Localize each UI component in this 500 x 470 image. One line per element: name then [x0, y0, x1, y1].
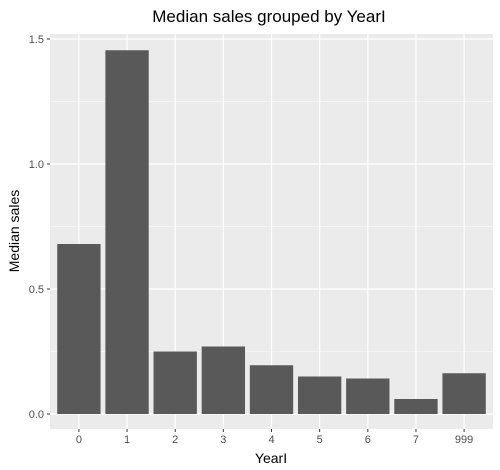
bar-1 — [105, 50, 149, 414]
y-tick-label: 1.0 — [29, 159, 44, 171]
bar-999 — [442, 373, 486, 414]
y-axis: 0.0 0.5 1.0 1.5 — [29, 34, 50, 421]
y-axis-title: Median sales — [6, 190, 22, 273]
bar-2 — [153, 351, 197, 414]
x-tick-label: 6 — [365, 434, 371, 446]
bar-7 — [394, 399, 438, 414]
chart-title: Median sales grouped by YearI — [152, 7, 385, 26]
x-tick-label: 1 — [124, 434, 130, 446]
bars-group — [57, 50, 486, 414]
y-tick-label: 1.5 — [29, 34, 44, 46]
x-tick-label: 3 — [220, 434, 226, 446]
x-tick-label: 999 — [455, 434, 473, 446]
y-tick-label: 0.0 — [29, 409, 44, 421]
x-tick-label: 0 — [76, 434, 82, 446]
x-axis-title: YearI — [255, 450, 287, 466]
y-tick-label: 0.5 — [29, 284, 44, 296]
bar-6 — [346, 378, 390, 414]
x-tick-label: 7 — [413, 434, 419, 446]
bar-3 — [201, 346, 246, 414]
x-axis: 0 1 2 3 4 5 6 7 999 — [76, 429, 473, 446]
x-tick-label: 5 — [317, 434, 323, 446]
bar-0 — [57, 244, 101, 414]
bar-4 — [249, 365, 294, 414]
x-tick-label: 4 — [268, 434, 274, 446]
bar-5 — [297, 376, 342, 414]
x-tick-label: 2 — [172, 434, 178, 446]
